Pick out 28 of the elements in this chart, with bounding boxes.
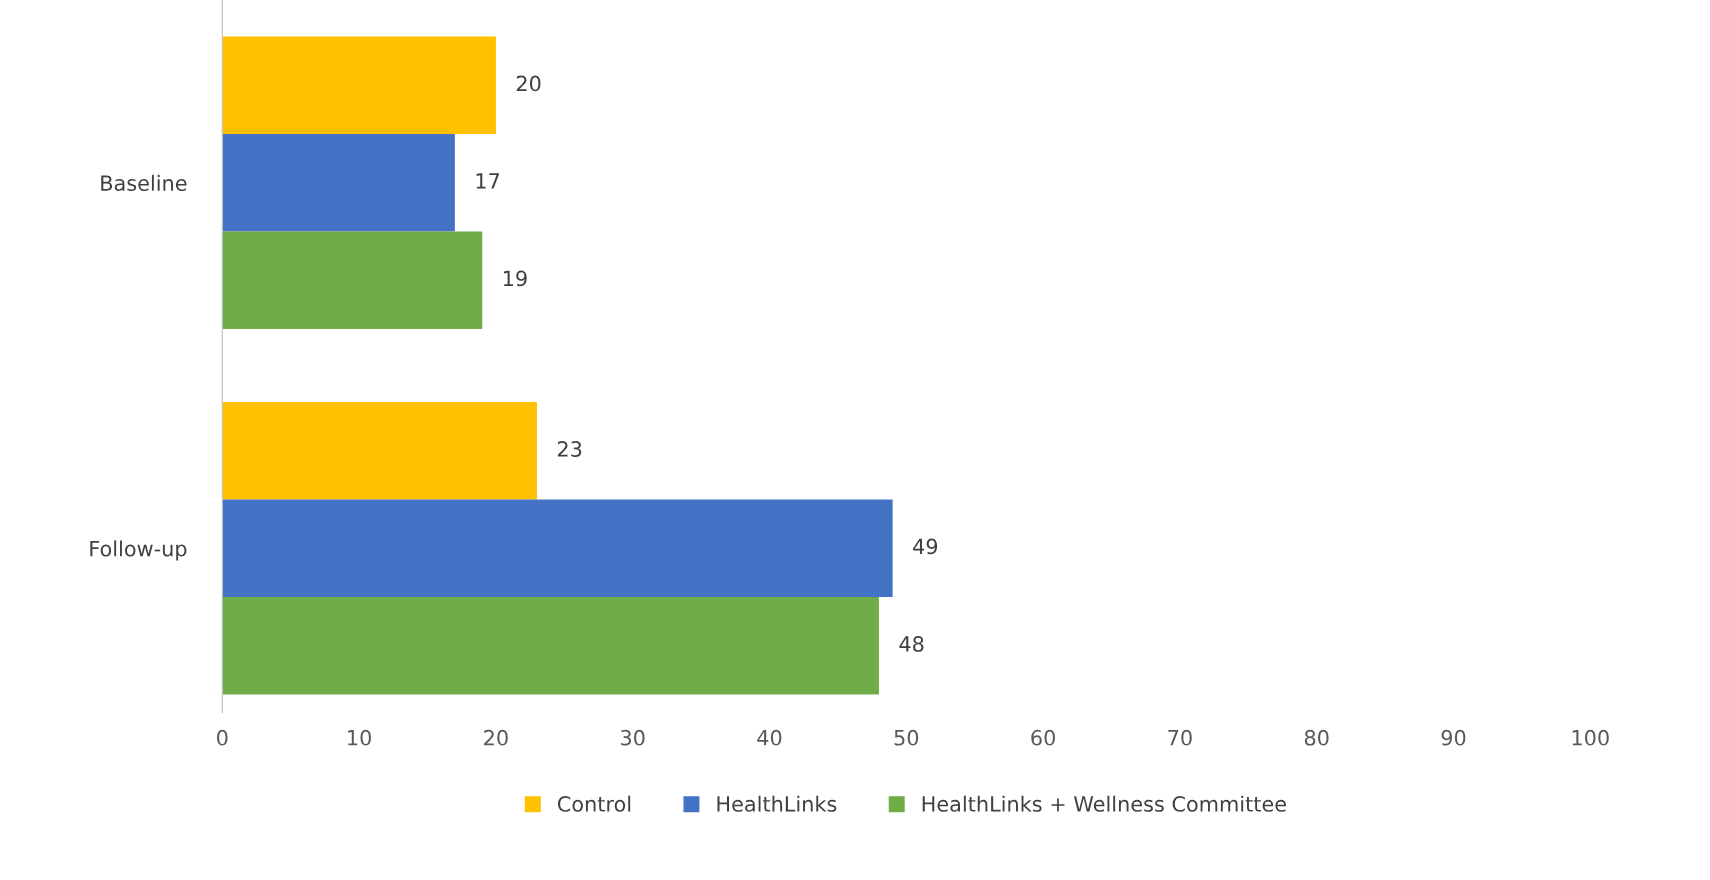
legend-label: HealthLinks + Wellness Committee (922, 795, 1286, 812)
data-label: 48 (899, 636, 924, 652)
bar (222, 36, 496, 135)
y-tick-label: Baseline (101, 174, 187, 191)
x-tick-label: 20 (484, 729, 508, 746)
x-tick-label: 70 (1168, 729, 1192, 746)
x-tick-label: 0 (217, 729, 228, 746)
x-tick-label: 60 (1031, 729, 1055, 746)
x-tick-label: 50 (894, 729, 919, 746)
x-tick-label: 100 (1572, 729, 1609, 746)
bar (222, 499, 893, 598)
x-tick-label: 90 (1441, 729, 1466, 746)
y-tick-label: Follow-up (90, 540, 187, 561)
x-tick-label: 10 (348, 729, 371, 746)
bar (222, 134, 455, 232)
data-label: 20 (516, 75, 541, 92)
x-tick-label: 80 (1304, 729, 1329, 746)
data-label: 49 (913, 538, 938, 555)
data-label: 17 (476, 173, 500, 189)
legend-label: HealthLinks (717, 795, 837, 812)
legend-label: Control (557, 795, 631, 812)
bar (222, 231, 483, 329)
data-label: 23 (557, 441, 582, 457)
data-label: 19 (503, 270, 527, 287)
bar (222, 597, 879, 695)
x-tick-label: 40 (757, 729, 782, 746)
x-tick-label: 30 (621, 729, 645, 746)
bar (222, 402, 537, 500)
